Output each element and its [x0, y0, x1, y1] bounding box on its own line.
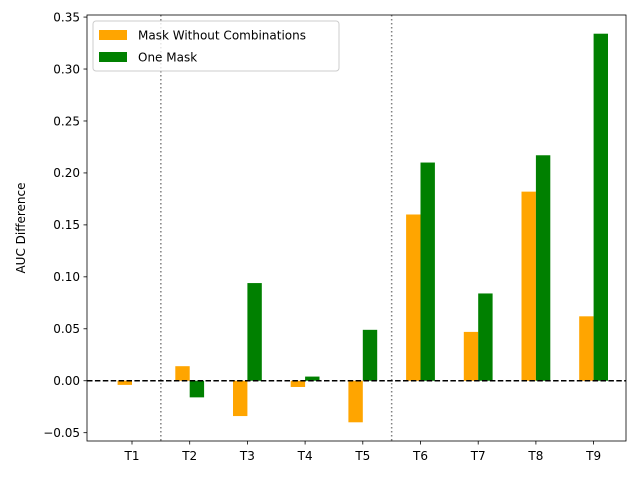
y-tick-label: 0.00 [53, 374, 80, 388]
y-tick-label: 0.25 [53, 114, 80, 128]
y-axis-label: AUC Difference [14, 182, 28, 273]
y-tick-label: 0.35 [53, 10, 80, 24]
bar-mask-without-combinations [175, 366, 190, 381]
legend-label: Mask Without Combinations [138, 29, 306, 43]
y-axis-ticks: −0.05 0.00 0.05 0.10 0.15 0.20 0.25 0.30 0.35 [43, 10, 87, 440]
y-tick-label: −0.05 [43, 426, 80, 440]
bar-mask-without-combinations [463, 331, 479, 381]
legend-label: One Mask [138, 51, 197, 65]
bar-mask-without-combinations [521, 191, 536, 381]
plot-frame [86, 14, 627, 442]
bar-mask-without-combinations [348, 380, 363, 423]
bar-one-mask [247, 283, 262, 381]
bar-mask-without-combinations [117, 380, 132, 385]
x-tick-label: T3 [239, 449, 255, 463]
x-tick-label: T5 [354, 449, 370, 463]
legend-swatch [99, 30, 127, 40]
x-tick-label: T6 [412, 449, 428, 463]
bar-one-mask [535, 155, 551, 381]
bar-one-mask [478, 293, 493, 381]
separator-lines [160, 15, 393, 441]
y-tick-label: 0.30 [53, 62, 80, 76]
x-tick-label: T9 [585, 449, 601, 463]
bar-one-mask [305, 376, 320, 381]
bar-one-mask [420, 162, 435, 381]
legend: Mask Without Combinations One Mask [92, 20, 340, 72]
y-tick-label: 0.05 [53, 322, 80, 336]
bar-mask-without-combinations [233, 380, 248, 417]
x-tick-label: T4 [297, 449, 313, 463]
bar-mask-without-combinations [290, 380, 306, 387]
legend-swatch [99, 52, 127, 62]
y-tick-label: 0.10 [53, 270, 80, 284]
legend-box [92, 20, 340, 72]
y-tick-label: 0.20 [53, 166, 80, 180]
x-tick-label: T7 [470, 449, 486, 463]
bar-one-mask [593, 33, 608, 381]
x-tick-label: T2 [181, 449, 197, 463]
bar-one-mask [362, 329, 378, 381]
bar-mask-without-combinations [406, 214, 421, 381]
bars [117, 33, 608, 423]
x-tick-label: T1 [124, 449, 140, 463]
x-axis-ticks: T1 T2 T3 T4 T5 T6 T7 T8 T9 [124, 441, 601, 463]
y-tick-label: 0.15 [53, 218, 80, 232]
x-tick-label: T8 [527, 449, 543, 463]
bar-mask-without-combinations [579, 316, 594, 381]
bar-one-mask [189, 380, 205, 398]
